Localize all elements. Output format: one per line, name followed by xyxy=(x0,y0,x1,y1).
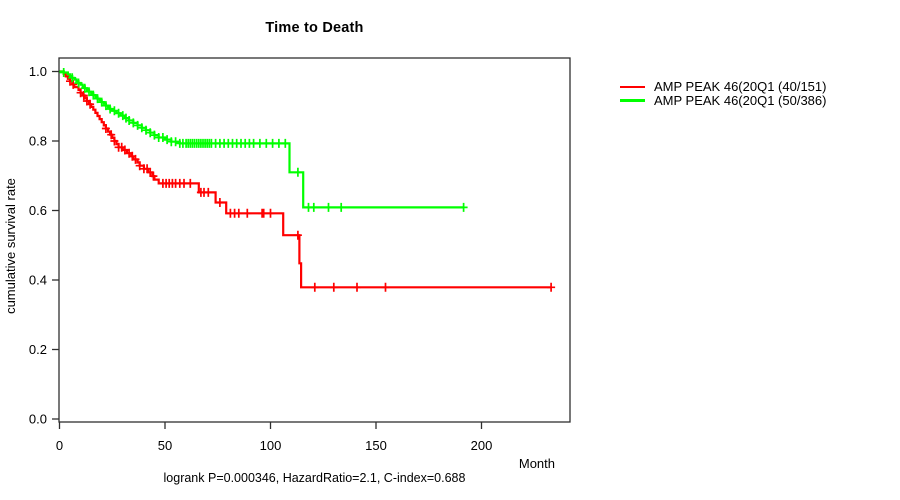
y-axis: 0.0 0.2 0.4 0.6 0.8 1.0 xyxy=(29,64,59,427)
legend-line-red-icon xyxy=(620,85,645,88)
x-tick-label-0: 0 xyxy=(56,438,63,453)
y-tick-label-0.2: 0.2 xyxy=(29,342,47,357)
y-tick-label-0.4: 0.4 xyxy=(29,273,47,288)
y-axis-title: cumulative survival rate xyxy=(3,178,18,314)
legend-item-green: AMP PEAK 46(20Q1 (50/386) xyxy=(620,92,827,108)
x-tick-label-150: 150 xyxy=(365,438,387,453)
stats-caption: logrank P=0.000346, HazardRatio=2.1, C-i… xyxy=(163,471,466,485)
y-tick-label-1.0: 1.0 xyxy=(29,64,47,79)
legend-item-red: AMP PEAK 46(20Q1 (40/151) xyxy=(620,79,827,95)
survival-curve-red xyxy=(59,70,552,289)
chart-title: Time to Death xyxy=(265,20,364,36)
legend: AMP PEAK 46(20Q1 (40/151) AMP PEAK 46(20… xyxy=(620,79,827,108)
legend-label-red: AMP PEAK 46(20Q1 (40/151) xyxy=(654,79,827,95)
x-axis: 0 50 100 150 200 xyxy=(56,422,492,453)
plot-box xyxy=(58,57,571,423)
x-tick-label-100: 100 xyxy=(260,438,282,453)
y-tick-label-0.8: 0.8 xyxy=(29,134,47,149)
censor-marks-red xyxy=(66,76,556,292)
survival-curve-green xyxy=(59,70,464,209)
censor-marks-green xyxy=(59,68,468,212)
y-tick-label-0.6: 0.6 xyxy=(29,203,47,218)
y-tick-label-0.0: 0.0 xyxy=(29,412,47,427)
x-tick-label-50: 50 xyxy=(158,438,172,453)
x-tick-label-200: 200 xyxy=(471,438,493,453)
x-axis-title: Month xyxy=(518,456,555,471)
legend-label-green: AMP PEAK 46(20Q1 (50/386) xyxy=(654,92,827,108)
legend-line-green-icon xyxy=(620,99,645,102)
